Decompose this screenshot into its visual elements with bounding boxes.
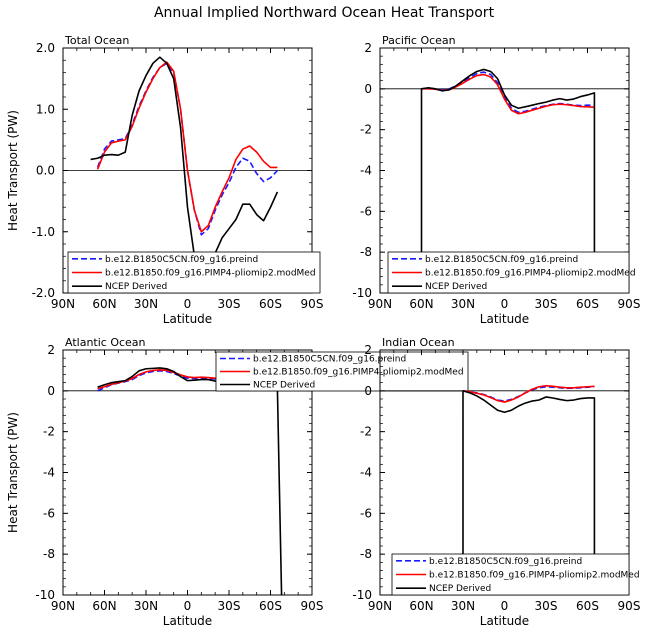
x-axis-label: Latitude [163, 312, 212, 326]
y-tick-label: -6 [43, 506, 55, 520]
x-tick-label: 60S [576, 297, 599, 311]
y-tick-label: -4 [360, 466, 372, 480]
legend-box [391, 553, 630, 596]
y-tick-label: -2 [43, 425, 55, 439]
y-tick-label: 0 [47, 384, 55, 398]
x-axis-label: Latitude [480, 312, 529, 326]
y-tick-label: -10 [35, 588, 55, 602]
y-tick-label: 2 [364, 41, 372, 55]
y-tick-label: -8 [360, 245, 372, 259]
legend-label-ncep: NCEP Derived [429, 584, 491, 594]
series-line-preind [421, 71, 595, 114]
y-tick-label: -8 [360, 547, 372, 561]
x-tick-label: 30S [218, 297, 241, 311]
panel-1: 90N 60N 30N 0 30S 60S 90S 2.0 1.0 0.0 -1.0 -2.0 Tota… [6, 34, 323, 326]
x-tick-label: 60S [259, 297, 282, 311]
series-line-ncep [90, 56, 279, 276]
legend: b.e12.B1850C5CN.f09_g16.preind b.e12.B185… [215, 351, 469, 392]
series-line-ncep [420, 68, 596, 293]
x-tick-label: 30N [134, 297, 158, 311]
series-line-modmed [96, 61, 278, 233]
series-line-preind [97, 370, 237, 392]
x-tick-label: 30N [134, 599, 158, 613]
figure-title: Annual Implied Northward Ocean Heat Tran… [154, 5, 495, 21]
y-tick-label: -4 [360, 164, 372, 178]
series-line-modmed [462, 384, 595, 403]
x-tick-label: 30N [451, 297, 475, 311]
x-tick-label: 60S [576, 599, 599, 613]
x-tick-label: 0 [184, 599, 192, 613]
y-tick-label: -2 [360, 425, 372, 439]
x-tick-label: 90N [51, 297, 75, 311]
x-axis-label: Latitude [480, 614, 529, 628]
legend: b.e12.B1850C5CN.f09_g16.preind b.e12.B185… [387, 251, 636, 294]
legend: b.e12.B1850C5CN.f09_g16.preind b.e12.B185… [67, 251, 321, 294]
legend-label-preind: b.e12.B1850C5CN.f09_g16.preind [429, 557, 582, 567]
x-tick-label: 0 [501, 297, 509, 311]
x-tick-label: 30N [451, 599, 475, 613]
x-tick-label: 90N [51, 599, 75, 613]
legend-label-modmed: b.e12.B1850.f09_g16.PIMP4-pliomip2.modMe… [105, 269, 316, 279]
x-tick-label: 90S [301, 599, 324, 613]
y-tick-label: -4 [43, 466, 55, 480]
x-tick-label: 60N [92, 297, 116, 311]
x-tick-label: 60S [259, 599, 282, 613]
y-axis-label: Heat Transport (PW) [6, 412, 20, 533]
x-tick-label: 90N [368, 297, 392, 311]
legend-label-modmed: b.e12.B1850.f09_g16.PIMP4-pliomip2.modMe… [253, 368, 464, 378]
panel-title: Atlantic Ocean [65, 336, 146, 349]
x-tick-label: 30S [218, 599, 241, 613]
y-tick-label: -10 [352, 588, 372, 602]
legend-box [67, 251, 321, 294]
legend-label-modmed: b.e12.B1850.f09_g16.PIMP4-pliomip2.modMe… [425, 269, 636, 279]
legend-label-ncep: NCEP Derived [425, 282, 487, 292]
x-tick-label: 90S [301, 297, 324, 311]
y-axis-label: Heat Transport (PW) [6, 110, 20, 231]
x-tick-label: 60N [92, 599, 116, 613]
x-tick-label: 0 [184, 297, 192, 311]
x-tick-label: 30S [535, 599, 558, 613]
x-tick-label: 90S [618, 297, 641, 311]
y-tick-label: -6 [360, 506, 372, 520]
legend-label-preind: b.e12.B1850C5CN.f09_g16.preind [425, 255, 578, 265]
legend-label-ncep: NCEP Derived [105, 282, 167, 292]
x-tick-label: 0 [501, 599, 509, 613]
y-tick-label: -2.0 [32, 286, 55, 300]
series-line-ncep [462, 390, 596, 595]
legend-label-modmed: b.e12.B1850.f09_g16.PIMP4-pliomip2.modMe… [429, 571, 640, 581]
legend: b.e12.B1850C5CN.f09_g16.preind b.e12.B185… [391, 553, 640, 596]
legend-box [387, 251, 630, 294]
y-tick-label: -8 [43, 547, 55, 561]
y-tick-label: 0.0 [36, 164, 55, 178]
x-tick-label: 30S [535, 297, 558, 311]
y-tick-label: -10 [352, 286, 372, 300]
x-tick-label: 90S [618, 599, 641, 613]
y-tick-label: 2 [364, 343, 372, 357]
y-tick-label: -2 [360, 123, 372, 137]
x-axis-label: Latitude [163, 614, 212, 628]
legend-label-ncep: NCEP Derived [253, 381, 315, 391]
x-tick-label: 60N [409, 599, 433, 613]
y-tick-label: -6 [360, 204, 372, 218]
panel-title: Pacific Ocean [382, 34, 456, 47]
series-line-modmed [421, 73, 595, 115]
x-tick-label: 60N [409, 297, 433, 311]
y-tick-label: 0 [364, 384, 372, 398]
panel-title: Total Ocean [64, 34, 129, 47]
legend-label-preind: b.e12.B1850C5CN.f09_g16.preind [253, 355, 406, 365]
series-line-modmed [97, 369, 237, 390]
x-tick-label: 90N [368, 599, 392, 613]
y-tick-label: 2 [47, 343, 55, 357]
y-tick-label: -1.0 [32, 225, 55, 239]
y-tick-label: 0 [364, 82, 372, 96]
y-tick-label: 2.0 [36, 41, 55, 55]
panel-title: Indian Ocean [382, 336, 455, 349]
series-line-ncep [97, 367, 283, 595]
legend-box [215, 351, 469, 392]
legend-label-preind: b.e12.B1850C5CN.f09_g16.preind [105, 255, 258, 265]
y-tick-label: 1.0 [36, 102, 55, 116]
